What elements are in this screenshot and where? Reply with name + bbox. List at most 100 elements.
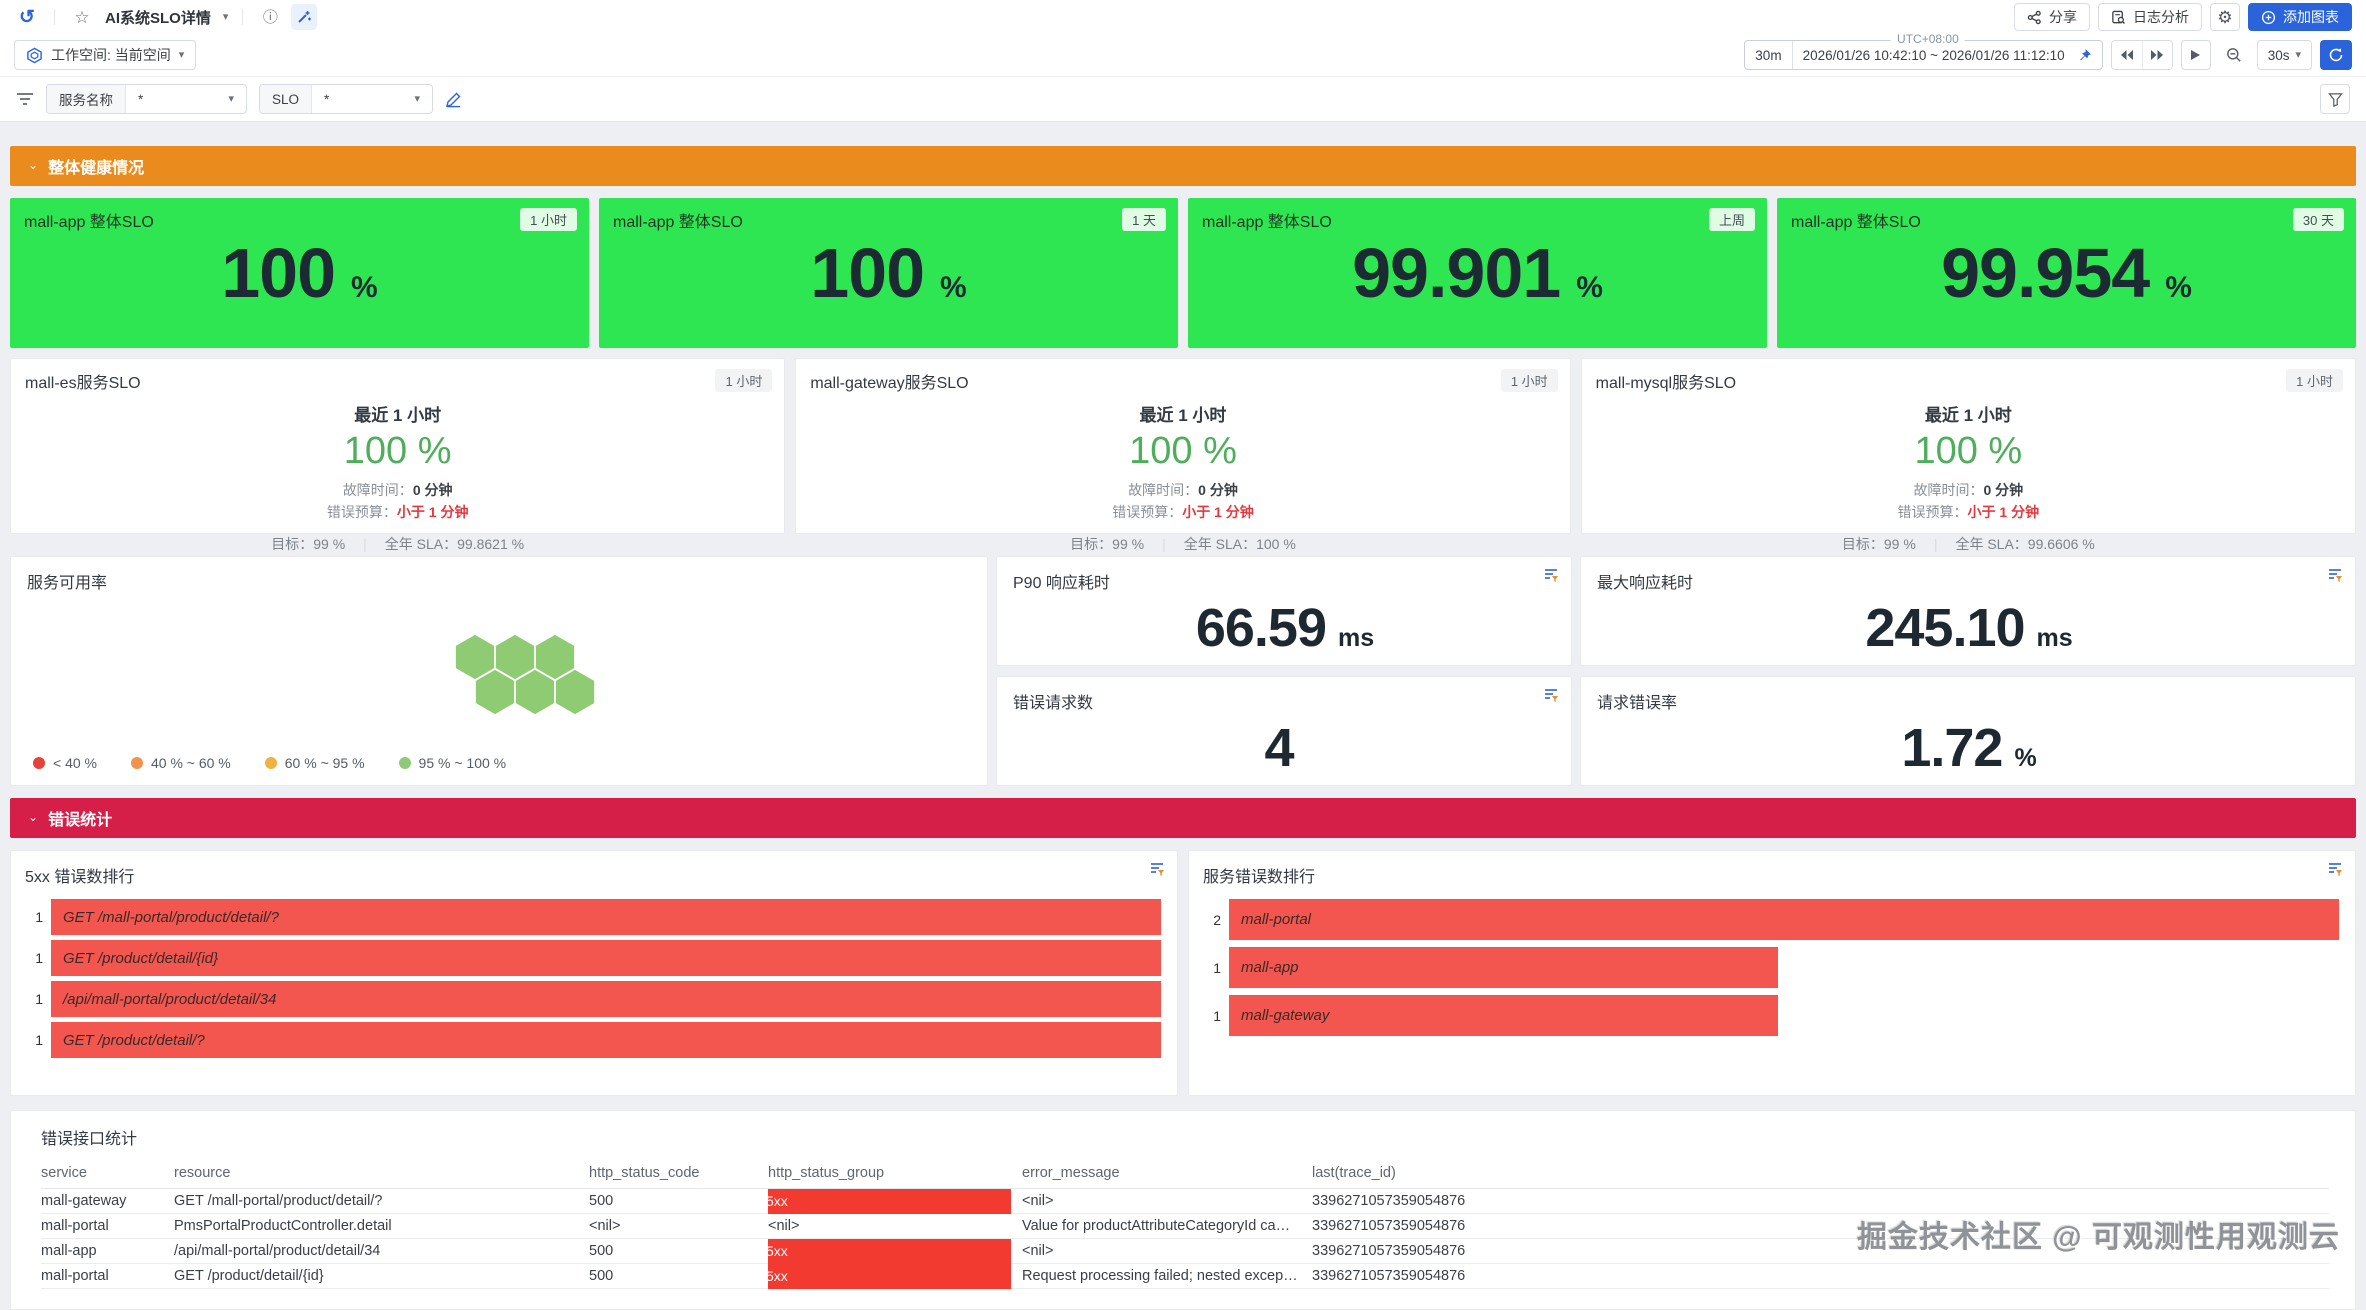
availability-card: 服务可用率 < 40 % 40 % ~ 60 % 60 % ~ 95 % 95 …: [10, 556, 988, 786]
info-button[interactable]: ⓘ: [257, 4, 283, 30]
rank-bar[interactable]: mall-gateway: [1229, 995, 1779, 1036]
rank-bar-row: 1 GET /product/detail/?: [25, 1022, 1161, 1058]
workspace-selector[interactable]: 工作空间: 当前空间 ▾: [14, 40, 197, 70]
play-button[interactable]: [2180, 40, 2211, 70]
time-range-picker[interactable]: UTC+08:00 30m 2026/01/26 10:42:10 ~ 2026…: [1744, 32, 2103, 70]
section-health-title: 整体健康情况: [48, 160, 145, 177]
settings-button[interactable]: ⚙: [2210, 3, 2240, 31]
bar-track: /api/mall-portal/product/detail/34: [51, 981, 1161, 1017]
add-chart-button[interactable]: 添加图表: [2248, 3, 2352, 31]
rank-bar[interactable]: GET /product/detail/?: [51, 1022, 1161, 1058]
rank-bar[interactable]: mall-portal: [1229, 899, 2339, 940]
open-explorer-icon[interactable]: [2327, 861, 2343, 877]
open-explorer-icon[interactable]: [1543, 567, 1559, 583]
table-body: mall-gateway GET /mall-portal/product/det…: [41, 1188, 2329, 1289]
undo-button[interactable]: ↺: [14, 4, 40, 30]
honeycomb-cell[interactable]: [554, 668, 596, 716]
bar-list: 1 GET /mall-portal/product/detail/? 1 GE…: [25, 899, 1161, 1063]
rank-bar-row: 1 GET /product/detail/{id}: [25, 940, 1161, 976]
service-slo-card[interactable]: mall-gateway服务SLO 1 小时 最近 1 小时 100 % 故障时…: [795, 358, 1571, 552]
availability-legend: < 40 % 40 % ~ 60 % 60 % ~ 95 % 95 % ~ 10…: [27, 755, 971, 773]
table-row[interactable]: mall-app/api/mall-portal/product/detail/…: [41, 1238, 2329, 1264]
downtime-label: 故障时间：: [342, 481, 413, 498]
time-window-badge: 1 小时: [520, 208, 577, 231]
slo-filter-select[interactable]: * ▾: [312, 85, 432, 113]
overall-slo-card[interactable]: mall-app 整体SLO 1 天 100 %: [599, 198, 1178, 348]
table-cell: GET /product/detail/{id}: [174, 1268, 324, 1284]
error-table: service resource http_status_code http_stat…: [41, 1157, 2329, 1289]
zoom-out-button[interactable]: [2219, 40, 2249, 70]
card-title: mall-app 整体SLO: [1791, 214, 1921, 231]
card-title: 请求错误率: [1597, 695, 1678, 712]
shift-back-button[interactable]: [2111, 41, 2142, 69]
time-shortcut[interactable]: 30m: [1745, 41, 1793, 69]
table-row[interactable]: mall-gateway GET /mall-portal/product/det…: [41, 1188, 2329, 1214]
period-label: 最近 1 小时: [1924, 406, 2012, 425]
bar-value: 1: [35, 991, 43, 1007]
refresh-interval-select[interactable]: 30s ▾: [2256, 40, 2312, 70]
bar-value: 2: [1213, 911, 1221, 928]
skip-back-icon: [2120, 50, 2133, 60]
open-explorer-icon[interactable]: [2327, 567, 2343, 583]
edit-filters-icon[interactable]: [445, 91, 462, 108]
overall-slo-card[interactable]: mall-app 整体SLO 上周 99.901 %: [1188, 198, 1767, 348]
rank-bar[interactable]: GET /product/detail/{id}: [51, 940, 1161, 976]
filter-lines-icon[interactable]: [16, 92, 34, 106]
time-window-badge: 上周: [1708, 208, 1755, 231]
bar-value: 1: [35, 950, 43, 966]
table-cell: <nil>: [1022, 1243, 1054, 1259]
table-header-cell: error_message: [1022, 1164, 1120, 1181]
bar-track: GET /product/detail/?: [51, 1022, 1161, 1058]
log-analysis-button[interactable]: 日志分析: [2098, 3, 2202, 31]
service-filter-select[interactable]: * ▾: [126, 85, 246, 113]
section-errors[interactable]: ⌄ 错误统计: [10, 798, 2356, 838]
stat-card[interactable]: P90 响应耗时 66.59 ms: [996, 556, 1572, 666]
table-header-row: service resource http_status_code http_stat…: [41, 1157, 2329, 1189]
share-button[interactable]: 分享: [2014, 3, 2090, 31]
time-window-badge: 30 天: [2292, 208, 2344, 231]
divider: [242, 9, 244, 25]
table-cell: Request processing failed; nested except…: [1022, 1268, 1312, 1284]
bar-track: mall-portal: [1229, 899, 2339, 940]
stat-card[interactable]: 最大响应耗时 245.10 ms: [1580, 556, 2356, 666]
bar-value: 1: [1213, 959, 1221, 976]
slo-unit: %: [1576, 271, 1603, 304]
favorite-button[interactable]: ☆: [69, 4, 95, 30]
bar-track: mall-app: [1229, 947, 2339, 988]
table-row[interactable]: mall-portal PmsPortalProductController.de…: [41, 1214, 2329, 1239]
table-header-cell: http_status_group: [768, 1164, 885, 1181]
rank-bar-row: 1 GET /mall-portal/product/detail/?: [25, 899, 1161, 935]
bar-label: /api/mall-portal/product/detail/34: [63, 990, 277, 1008]
funnel-filter-button[interactable]: [2320, 84, 2350, 114]
rank-bar[interactable]: mall-app: [1229, 947, 1779, 988]
error-budget-value: 小于 1 分钟: [1182, 503, 1254, 520]
overall-slo-card[interactable]: mall-app 整体SLO 30 天 99.954 %: [1777, 198, 2356, 348]
table-row[interactable]: mall-portal GET /product/detail/{id} 500 5x…: [41, 1263, 2329, 1289]
honeycomb-chart[interactable]: [447, 631, 603, 723]
slo-filter-value: *: [324, 91, 330, 107]
share-icon: [2027, 10, 2041, 24]
section-health[interactable]: ⌄ 整体健康情况: [10, 146, 2356, 186]
time-range-value[interactable]: 2026/01/26 10:42:10 ~ 2026/01/26 11:12:1…: [1802, 47, 2065, 63]
shift-forward-button[interactable]: [2141, 41, 2172, 69]
stat-card[interactable]: 错误请求数 4: [996, 676, 1572, 786]
open-explorer-icon[interactable]: [1149, 861, 1165, 877]
open-explorer-icon[interactable]: [1543, 687, 1559, 703]
rank-bar[interactable]: GET /mall-portal/product/detail/?: [51, 899, 1161, 935]
chevron-down-icon[interactable]: ▾: [222, 10, 229, 23]
refresh-button[interactable]: [2320, 40, 2352, 70]
legend-item: 60 % ~ 95 %: [264, 755, 365, 771]
stats-grid: P90 响应耗时 66.59 ms 最大响应耗时: [996, 556, 2356, 786]
service-slo-card[interactable]: mall-mysql服务SLO 1 小时 最近 1 小时 100 % 故障时间：…: [1580, 358, 2356, 552]
pin-button[interactable]: [2075, 41, 2102, 69]
service-slo-card[interactable]: mall-es服务SLO 1 小时 最近 1 小时 100 % 故障时间：0 分…: [10, 358, 786, 552]
ai-wand-button[interactable]: [291, 4, 318, 30]
card-title: 5xx 错误数排行: [25, 869, 135, 886]
downtime-label: 故障时间：: [1913, 481, 1984, 498]
stat-card[interactable]: 请求错误率 1.72 %: [1580, 676, 2356, 786]
overall-slo-card[interactable]: mall-app 整体SLO 1 小时 100 %: [10, 198, 589, 348]
table-cell: mall-portal: [41, 1218, 109, 1234]
refresh-interval-value: 30s: [2267, 47, 2290, 63]
rank-bar[interactable]: /api/mall-portal/product/detail/34: [51, 981, 1161, 1017]
table-cell: <nil>: [1022, 1193, 1054, 1209]
